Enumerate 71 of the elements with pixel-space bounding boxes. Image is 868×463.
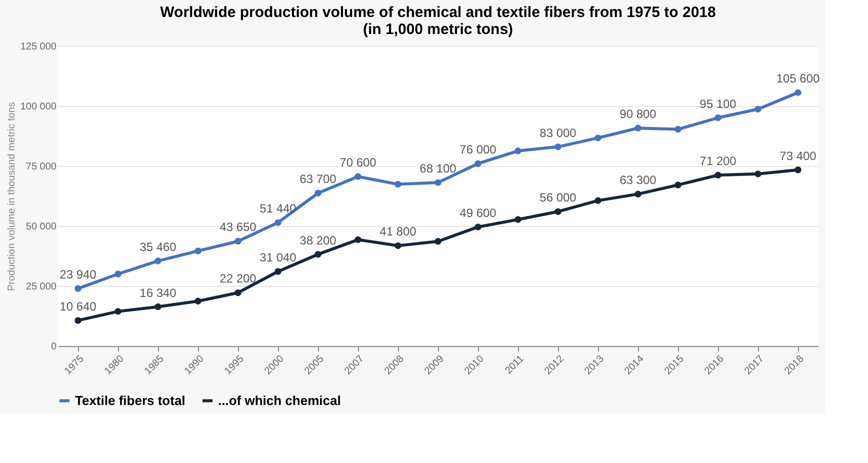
point (114, 270, 122, 278)
point (554, 208, 562, 215)
point (594, 134, 602, 142)
point (514, 148, 522, 154)
point (434, 179, 442, 186)
point (194, 248, 202, 254)
point (354, 236, 362, 244)
point (434, 238, 442, 245)
legend-label: ...of which chemical (218, 392, 341, 408)
point (234, 238, 242, 245)
data-label: 23 940 (60, 268, 97, 282)
y-axis-title: Production volume in thousand metric tons (6, 102, 18, 291)
data-label: 41 800 (380, 224, 417, 239)
data-label: 76 000 (460, 142, 497, 157)
data-label: 49 600 (460, 206, 497, 220)
data-label: 43 650 (220, 220, 257, 234)
y-tick-label: 125 000 (20, 42, 57, 52)
point (594, 197, 602, 204)
point (314, 250, 322, 258)
y-tick-label: 25 000 (26, 282, 57, 292)
point (394, 180, 402, 188)
point (754, 170, 762, 178)
point (794, 89, 802, 96)
point (114, 308, 122, 315)
point (754, 106, 762, 112)
data-label: 38 200 (300, 233, 337, 248)
data-label: 63 300 (620, 173, 657, 188)
point (194, 298, 202, 304)
y-tick-label: 100 000 (20, 102, 57, 112)
point (714, 114, 722, 122)
point (674, 182, 682, 188)
point (394, 242, 402, 250)
data-label: 95 100 (700, 96, 737, 111)
data-label: 31 040 (260, 250, 297, 265)
point (714, 172, 722, 178)
y-tick-label: 0 (50, 342, 57, 352)
data-label: 35 460 (140, 240, 177, 254)
data-label: 63 700 (300, 172, 337, 186)
y-tick-label: 75 000 (26, 162, 57, 172)
point (674, 126, 682, 133)
data-label: 73 400 (780, 148, 817, 163)
data-label: 10 640 (60, 299, 97, 314)
legend-label: Textile fibers total (75, 392, 186, 408)
point (314, 190, 322, 196)
chart-title: Worldwide production volume of chemical and textile fibers from 1975 to 2018 (in 1,000 metric tons) (160, 4, 716, 38)
point (234, 289, 242, 296)
point (794, 166, 802, 174)
point (74, 317, 82, 324)
point (274, 219, 282, 226)
point (514, 216, 522, 223)
data-label: 22 200 (220, 272, 257, 286)
point (474, 224, 482, 230)
y-tick-label: 50 000 (26, 222, 57, 232)
data-label: 83 000 (540, 126, 577, 140)
point (634, 190, 642, 198)
data-label: 105 600 (776, 72, 820, 86)
data-label: 70 600 (340, 156, 377, 170)
data-label: 56 000 (540, 190, 577, 205)
point (634, 124, 642, 132)
point (154, 303, 162, 310)
point (154, 258, 162, 264)
point (74, 285, 82, 292)
point (354, 173, 362, 180)
point (274, 268, 282, 275)
data-label: 68 100 (420, 162, 457, 176)
data-label: 90 800 (620, 107, 657, 122)
data-label: 51 440 (260, 202, 297, 216)
data-label: 71 200 (700, 154, 737, 168)
data-label: 16 340 (140, 286, 177, 300)
point (554, 143, 562, 150)
point (474, 160, 482, 167)
